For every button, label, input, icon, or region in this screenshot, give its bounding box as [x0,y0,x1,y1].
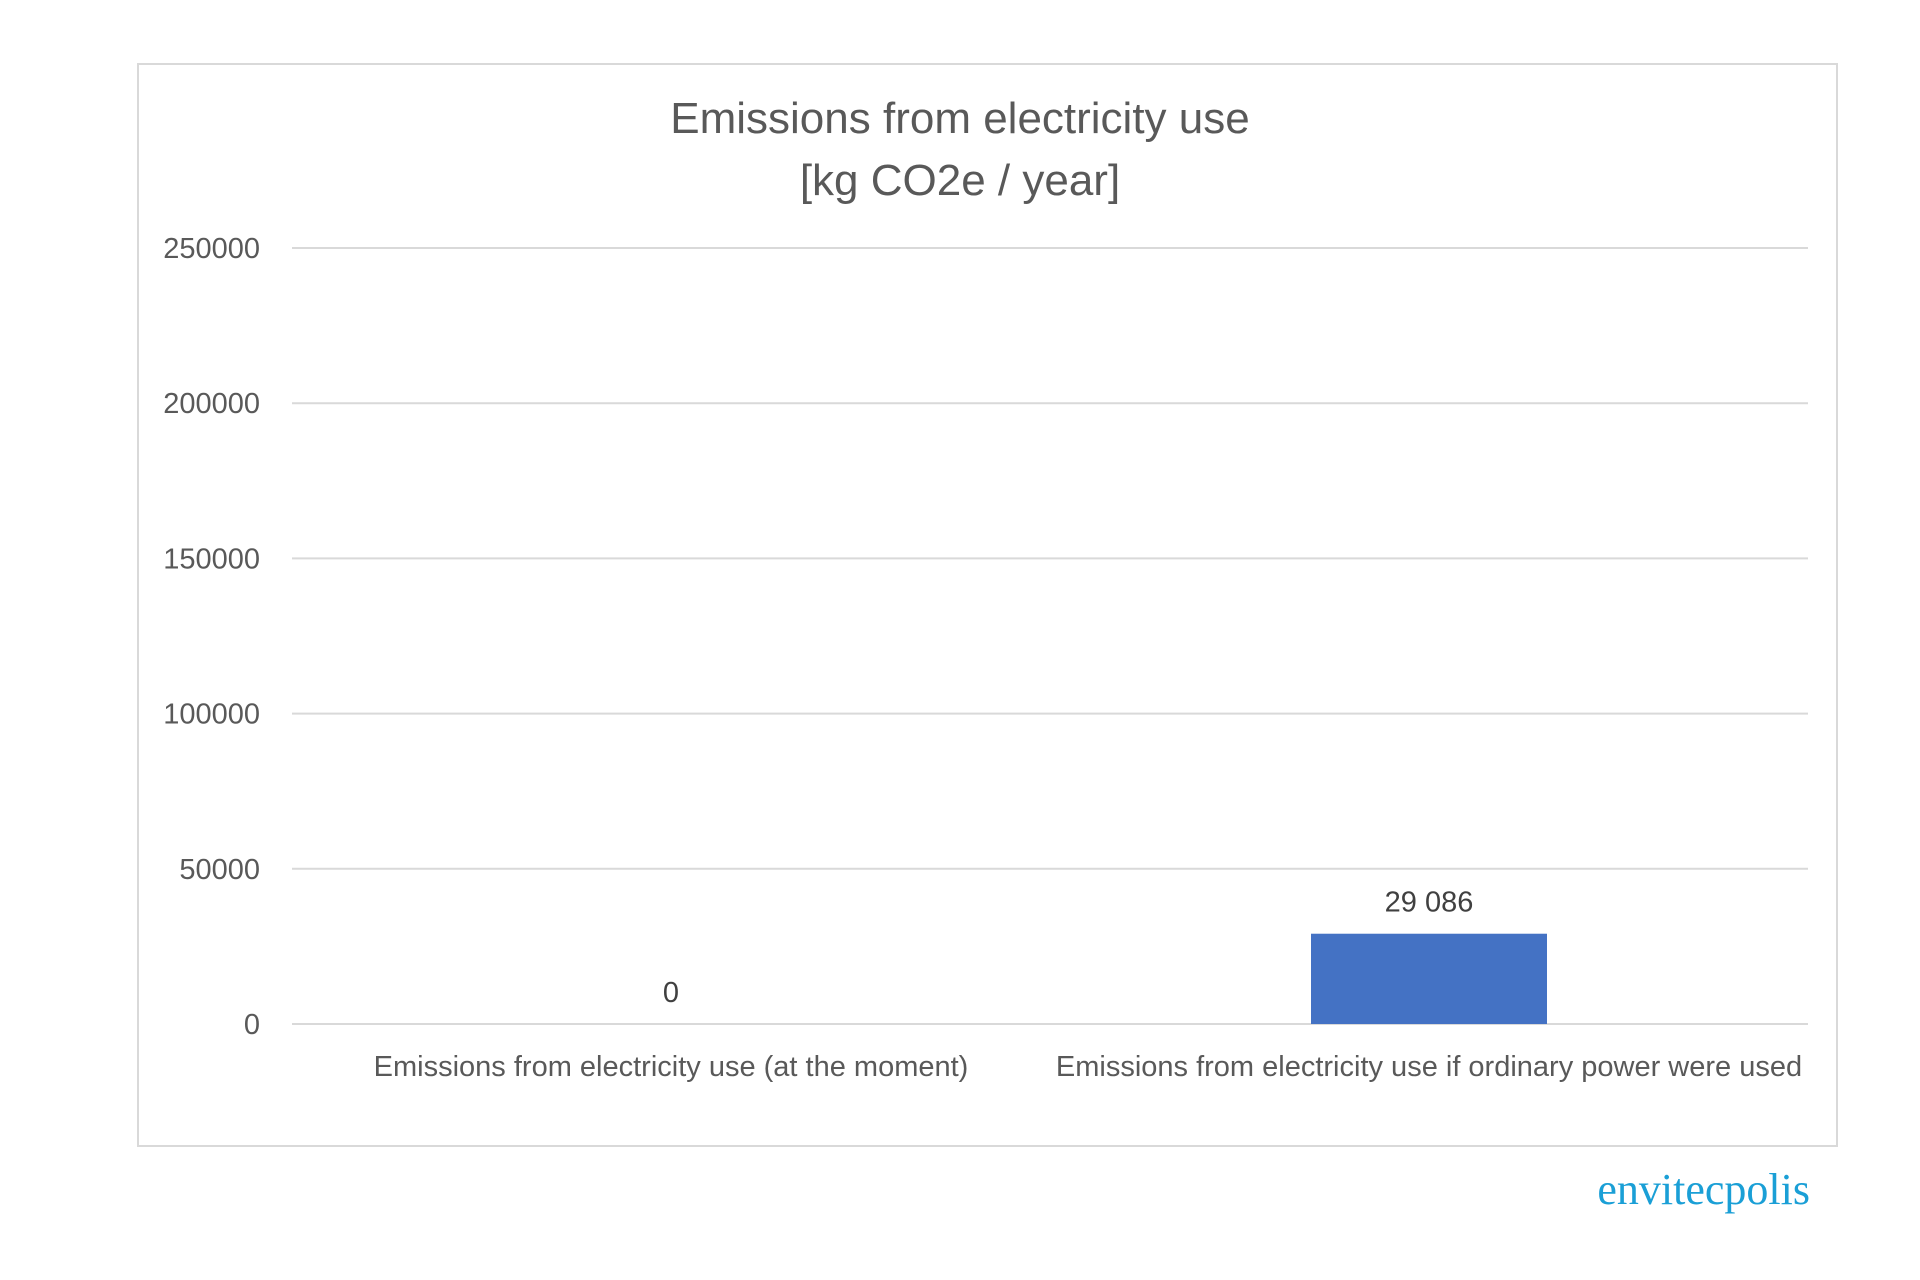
y-tick-label: 150000 [163,543,260,575]
envitecpolis-logo: envitecpolis [1597,1165,1810,1214]
y-tick-label: 100000 [163,699,260,731]
data-label: 29 086 [1385,887,1474,919]
chart-title-block: Emissions from electricity use [kg CO2e … [0,88,1920,212]
bar [1311,933,1547,1024]
y-tick-label: 250000 [163,233,260,265]
y-tick-label: 50000 [179,854,260,886]
x-category-label: Emissions from electricity use (at the m… [374,1051,969,1083]
chart-frame [137,63,1838,1147]
y-tick-label: 200000 [163,388,260,420]
x-category-label: Emissions from electricity use if ordina… [1056,1051,1802,1083]
chart-title: Emissions from electricity use [670,94,1250,143]
y-tick-label: 0 [244,1009,260,1041]
chart-subtitle: [kg CO2e / year] [799,156,1121,205]
data-label: 0 [663,977,679,1009]
